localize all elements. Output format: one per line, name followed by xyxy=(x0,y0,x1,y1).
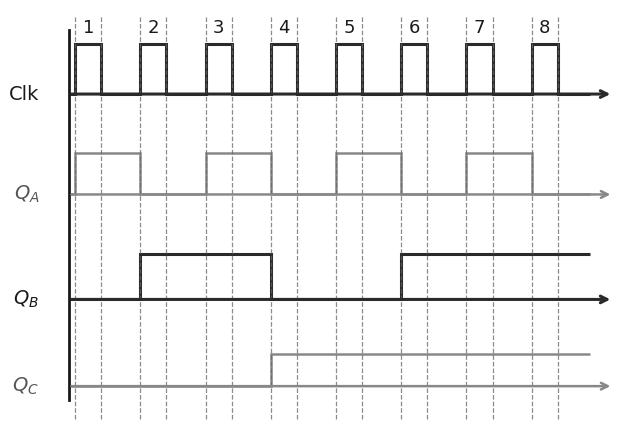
Text: 6: 6 xyxy=(409,18,420,37)
Text: 5: 5 xyxy=(343,18,355,37)
Text: 1: 1 xyxy=(82,18,94,37)
Text: $Q_A$: $Q_A$ xyxy=(14,184,39,205)
Text: 2: 2 xyxy=(148,18,159,37)
Text: 7: 7 xyxy=(474,18,485,37)
Text: $Q_B$: $Q_B$ xyxy=(13,289,39,310)
Text: 3: 3 xyxy=(213,18,225,37)
Text: 8: 8 xyxy=(539,18,550,37)
Text: 4: 4 xyxy=(278,18,289,37)
Text: $Q_C$: $Q_C$ xyxy=(13,375,39,397)
Text: Clk: Clk xyxy=(9,85,39,104)
